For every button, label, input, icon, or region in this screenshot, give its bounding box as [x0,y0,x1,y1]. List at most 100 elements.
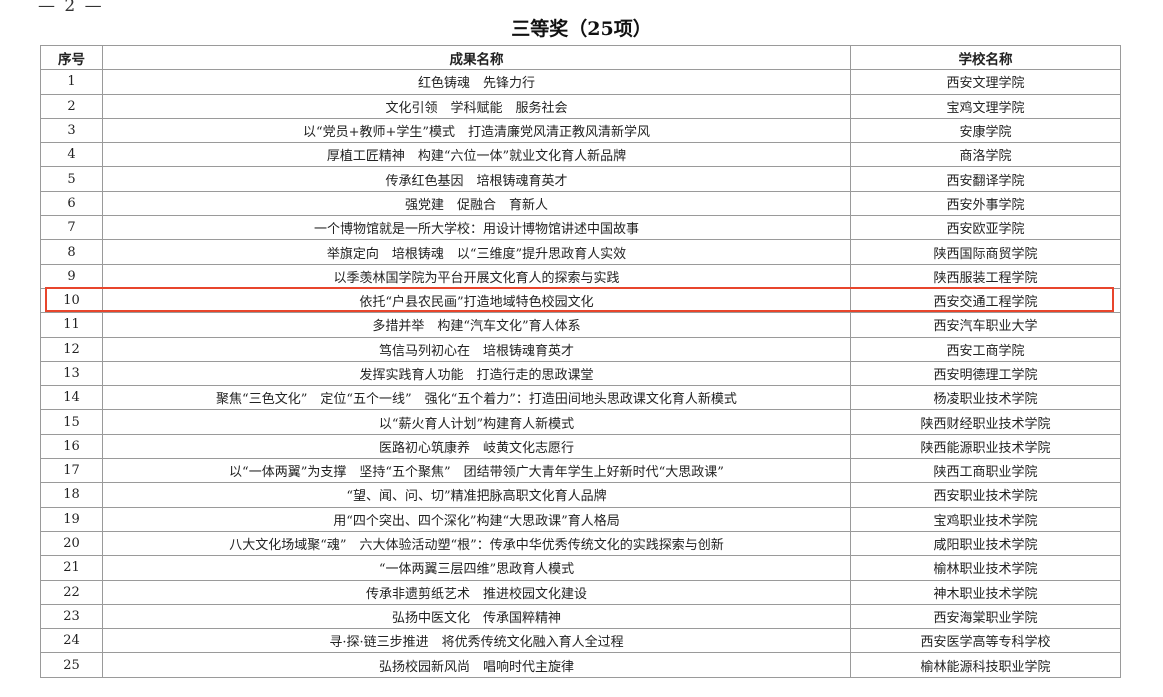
cell-serial: 18 [40,482,103,508]
cell-school: 西安职业技术学院 [850,482,1121,508]
cell-serial: 11 [40,312,103,338]
cell-school: 陕西财经职业技术学院 [850,409,1121,435]
cell-achievement: 弘扬校园新风尚 唱响时代主旋律 [102,652,851,678]
cell-serial: 14 [40,385,103,411]
cell-school: 陕西服装工程学院 [850,263,1121,289]
cell-achievement: 以“薪火育人计划”构建育人新模式 [102,409,851,435]
cell-achievement: 八大文化场域聚“魂” 六大体验活动塑“根”：传承中华优秀传统文化的实践探索与创新 [102,530,851,557]
cell-achievement: 传承红色基因 培根铸魂育英才 [102,166,851,192]
cell-serial: 17 [40,458,103,484]
cell-school: 西安医学高等专科学校 [850,628,1121,654]
cell-school: 宝鸡职业技术学院 [850,506,1121,532]
table-row: 8 举旗定向 培根铸魂 以“三维度”提升思政育人实效 陕西国际商贸学院 [40,239,1121,265]
cell-achievement: 弘扬中医文化 传承国粹精神 [102,603,851,630]
awards-table: 序号 成果名称 学校名称 1 红色铸魂 先锋力行 西安文理学院 2 文化引领 学科赋能 … [40,44,1121,678]
table-row: 24 寻·探·链三步推进 将优秀传统文化融入育人全过程 西安医学高等专科学校 [40,628,1121,654]
cell-school: 神木职业技术学院 [850,579,1121,605]
cell-serial: 10 [40,287,103,314]
cell-school: 陕西工商职业学院 [850,458,1121,484]
highlight-box-row-10 [45,287,1114,312]
cell-school: 陕西能源职业技术学院 [850,433,1121,460]
table-row: 6 强党建 促融合 育新人 西安外事学院 [40,190,1121,217]
header-school: 学校名称 [850,44,1121,71]
cell-serial: 8 [40,239,103,265]
cell-achievement: 以“党员+教师+学生”模式 打造清廉党风清正教风清新学风 [102,117,851,144]
table-row: 13 发挥实践育人功能 打造行走的思政课堂 西安明德理工学院 [40,360,1121,387]
cell-serial: 25 [40,652,103,678]
cell-serial: 2 [40,93,103,119]
cell-serial: 24 [40,628,103,654]
cell-school: 安康学院 [850,117,1121,144]
cell-school: 西安海棠职业学院 [850,603,1121,630]
cell-school: 西安外事学院 [850,190,1121,217]
cell-serial: 5 [40,166,103,192]
cell-achievement: 传承非遗剪纸艺术 推进校园文化建设 [102,579,851,605]
cell-achievement: 以“一体两翼”为支撑 坚持“五个聚焦” 团结带领广大青年学生上好新时代“大思政课… [102,458,851,484]
table-row: 11 多措并举 构建“汽车文化”育人体系 西安汽车职业大学 [40,312,1121,338]
table-row: 18 “望、闻、问、切”精准把脉高职文化育人品牌 西安职业技术学院 [40,482,1121,508]
table-row: 19 用“四个突出、四个深化”构建“大思政课”育人格局 宝鸡职业技术学院 [40,506,1121,532]
header-serial: 序号 [40,44,103,71]
cell-achievement: 医路初心筑康养 岐黄文化志愿行 [102,433,851,460]
table-row: 3 以“党员+教师+学生”模式 打造清廉党风清正教风清新学风 安康学院 [40,117,1121,144]
cell-serial: 7 [40,215,103,241]
table-row: 21 “一体两翼三层四维”思政育人模式 榆林职业技术学院 [40,555,1121,581]
cell-achievement: 发挥实践育人功能 打造行走的思政课堂 [102,360,851,387]
cell-serial: 6 [40,190,103,217]
table-header-row: 序号 成果名称 学校名称 [40,44,1121,71]
cell-school: 西安汽车职业大学 [850,312,1121,338]
cell-serial: 22 [40,579,103,605]
header-achievement: 成果名称 [102,44,851,71]
cell-achievement: “望、闻、问、切”精准把脉高职文化育人品牌 [102,482,851,508]
cell-serial: 20 [40,530,103,557]
cell-serial: 16 [40,433,103,460]
cell-serial: 19 [40,506,103,532]
table-row: 12 笃信马列初心在 培根铸魂育英才 西安工商学院 [40,336,1121,362]
cell-serial: 4 [40,142,103,168]
cell-achievement: 强党建 促融合 育新人 [102,190,851,217]
page-title: 三等奖（25项） [511,18,652,40]
cell-serial: 1 [40,69,103,95]
table-row: 7 一个博物馆就是一所大学校：用设计博物馆讲述中国故事 西安欧亚学院 [40,215,1121,241]
cell-achievement: 寻·探·链三步推进 将优秀传统文化融入育人全过程 [102,628,851,654]
cell-serial: 3 [40,117,103,144]
table-row: 14 聚焦“三色文化” 定位“五个一线” 强化“五个着力”：打造田间地头思政课文化… [40,385,1121,411]
cell-achievement: 红色铸魂 先锋力行 [102,69,851,95]
cell-achievement: 文化引领 学科赋能 服务社会 [102,93,851,119]
cell-achievement: 聚焦“三色文化” 定位“五个一线” 强化“五个着力”：打造田间地头思政课文化育人… [102,385,851,411]
cell-serial: 13 [40,360,103,387]
cell-achievement: 笃信马列初心在 培根铸魂育英才 [102,336,851,362]
cell-serial: 9 [40,263,103,289]
cell-school: 陕西国际商贸学院 [850,239,1121,265]
table-row: 16 医路初心筑康养 岐黄文化志愿行 陕西能源职业技术学院 [40,433,1121,460]
cell-school: 榆林能源科技职业学院 [850,652,1121,678]
cell-school: 商洛学院 [850,142,1121,168]
cell-school: 宝鸡文理学院 [850,93,1121,119]
cell-serial: 23 [40,603,103,630]
cell-achievement: 厚植工匠精神 构建“六位一体”就业文化育人新品牌 [102,142,851,168]
cell-school: 西安文理学院 [850,69,1121,95]
table-row: 23 弘扬中医文化 传承国粹精神 西安海棠职业学院 [40,603,1121,630]
table-row: 25 弘扬校园新风尚 唱响时代主旋律 榆林能源科技职业学院 [40,652,1121,678]
cell-school: 榆林职业技术学院 [850,555,1121,581]
cell-serial: 21 [40,555,103,581]
table-row: 2 文化引领 学科赋能 服务社会 宝鸡文理学院 [40,93,1121,119]
cell-serial: 12 [40,336,103,362]
table-row: 1 红色铸魂 先锋力行 西安文理学院 [40,69,1121,95]
cell-achievement: 以季羡林国学院为平台开展文化育人的探索与实践 [102,263,851,289]
cell-school: 咸阳职业技术学院 [850,530,1121,557]
page-number: — 2 — [38,0,104,16]
table-row: 22 传承非遗剪纸艺术 推进校园文化建设 神木职业技术学院 [40,579,1121,605]
table-row: 17 以“一体两翼”为支撑 坚持“五个聚焦” 团结带领广大青年学生上好新时代“大思… [40,458,1121,484]
cell-achievement: 举旗定向 培根铸魂 以“三维度”提升思政育人实效 [102,239,851,265]
table-row: 9 以季羡林国学院为平台开展文化育人的探索与实践 陕西服装工程学院 [40,263,1121,289]
cell-school: 西安翻译学院 [850,166,1121,192]
table-row: 5 传承红色基因 培根铸魂育英才 西安翻译学院 [40,166,1121,192]
cell-achievement: 一个博物馆就是一所大学校：用设计博物馆讲述中国故事 [102,215,851,241]
table-row: 4 厚植工匠精神 构建“六位一体”就业文化育人新品牌 商洛学院 [40,142,1121,168]
cell-serial: 15 [40,409,103,435]
cell-school: 西安工商学院 [850,336,1121,362]
cell-achievement: 依托“户县农民画”打造地域特色校园文化 [102,287,851,314]
cell-achievement: 用“四个突出、四个深化”构建“大思政课”育人格局 [102,506,851,532]
cell-school: 杨凌职业技术学院 [850,385,1121,411]
